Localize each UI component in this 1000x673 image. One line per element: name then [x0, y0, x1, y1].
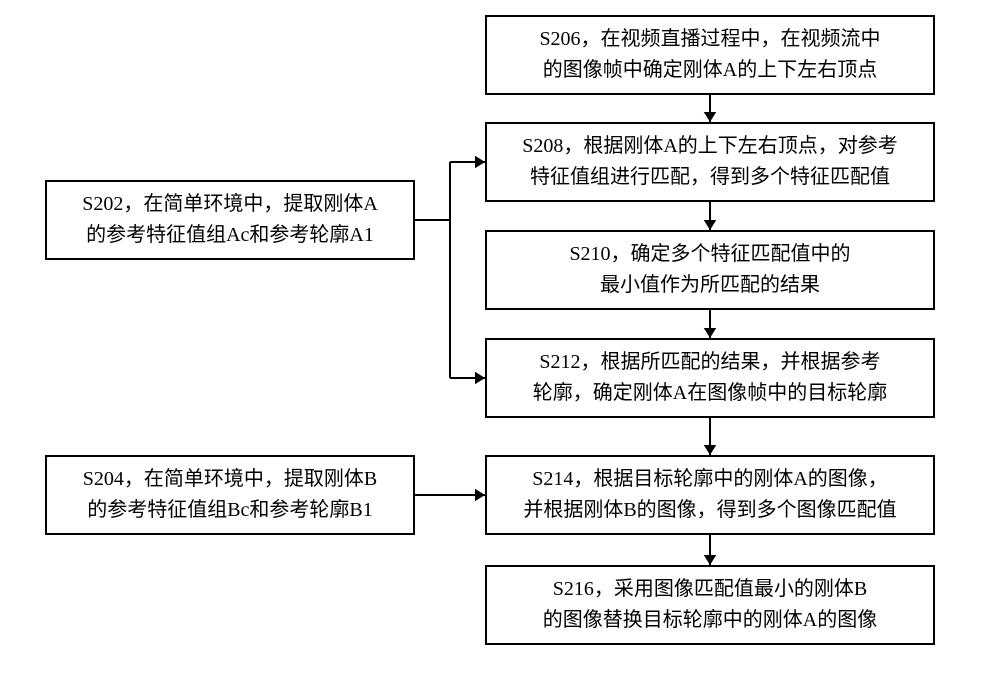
node-s214: S214，根据目标轮廓中的刚体A的图像，并根据刚体B的图像，得到多个图像匹配值	[485, 455, 935, 535]
node-s208: S208，根据刚体A的上下左右顶点，对参考特征值组进行匹配，得到多个特征匹配值	[485, 122, 935, 202]
node-label: S204，在简单环境中，提取刚体B的参考特征值组Bc和参考轮廓B1	[83, 464, 377, 526]
node-label: S206，在视频直播过程中，在视频流中的图像帧中确定刚体A的上下左右顶点	[539, 24, 880, 86]
node-s216: S216，采用图像匹配值最小的刚体B的图像替换目标轮廓中的刚体A的图像	[485, 565, 935, 645]
node-label: S210，确定多个特征匹配值中的最小值作为所匹配的结果	[569, 239, 850, 301]
node-s206: S206，在视频直播过程中，在视频流中的图像帧中确定刚体A的上下左右顶点	[485, 15, 935, 95]
node-label: S208，根据刚体A的上下左右顶点，对参考特征值组进行匹配，得到多个特征匹配值	[522, 131, 898, 193]
node-s210: S210，确定多个特征匹配值中的最小值作为所匹配的结果	[485, 230, 935, 310]
node-label: S202，在简单环境中，提取刚体A的参考特征值组Ac和参考轮廓A1	[82, 189, 378, 251]
node-s212: S212，根据所匹配的结果，并根据参考轮廓，确定刚体A在图像帧中的目标轮廓	[485, 338, 935, 418]
node-s202: S202，在简单环境中，提取刚体A的参考特征值组Ac和参考轮廓A1	[45, 180, 415, 260]
node-label: S216，采用图像匹配值最小的刚体B的图像替换目标轮廓中的刚体A的图像	[543, 574, 877, 636]
flowchart-canvas: S202，在简单环境中，提取刚体A的参考特征值组Ac和参考轮廓A1 S204，在…	[0, 0, 1000, 673]
node-label: S212，根据所匹配的结果，并根据参考轮廓，确定刚体A在图像帧中的目标轮廓	[533, 347, 887, 409]
node-s204: S204，在简单环境中，提取刚体B的参考特征值组Bc和参考轮廓B1	[45, 455, 415, 535]
node-label: S214，根据目标轮廓中的刚体A的图像，并根据刚体B的图像，得到多个图像匹配值	[523, 464, 896, 526]
